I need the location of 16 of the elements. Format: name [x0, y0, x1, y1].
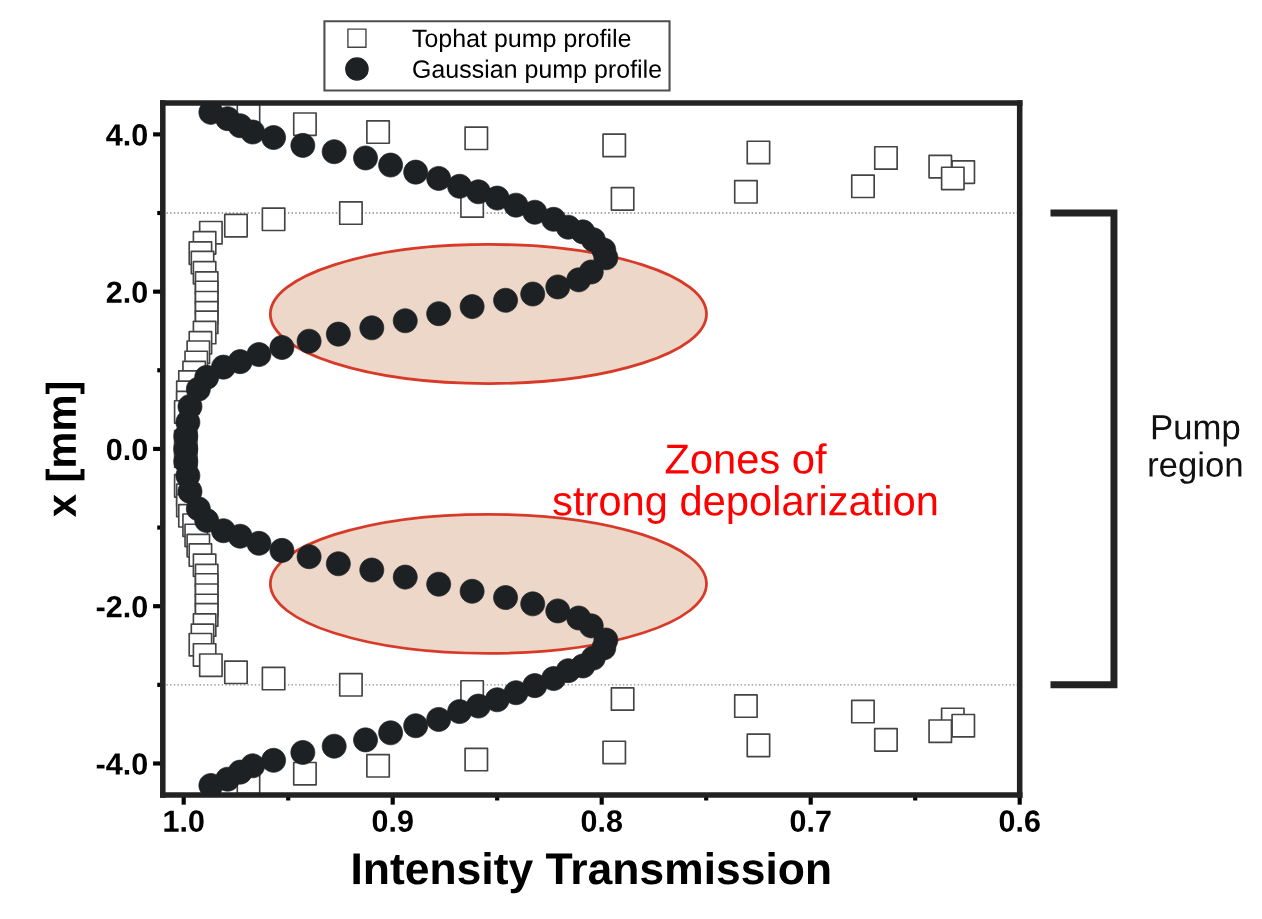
annotation: Zones of strong depolarization	[553, 443, 937, 524]
legend-label: Tophat pump profile	[412, 28, 631, 53]
x-tick-label: 0.6	[999, 810, 1040, 832]
x-axis-title: Intensity Transmission	[353, 851, 830, 894]
x-tick-label: 0.8	[581, 810, 622, 832]
y-tick-label: -4.0	[96, 753, 147, 775]
y-tick-label: 4.0	[106, 124, 147, 146]
x-tick-label: 0.7	[790, 810, 831, 832]
y-tick-label: -2.0	[96, 595, 147, 618]
x-tick-label: 1.0	[164, 810, 204, 832]
y-tick-label: 2.0	[106, 281, 147, 304]
text: Pump region	[1149, 415, 1242, 484]
x-tick-label: 0.9	[372, 810, 413, 832]
y-axis-title: x [mm]	[45, 382, 85, 517]
y-tick-label: 0.0	[106, 438, 147, 461]
legend-label: Gaussian pump profile	[413, 59, 661, 83]
